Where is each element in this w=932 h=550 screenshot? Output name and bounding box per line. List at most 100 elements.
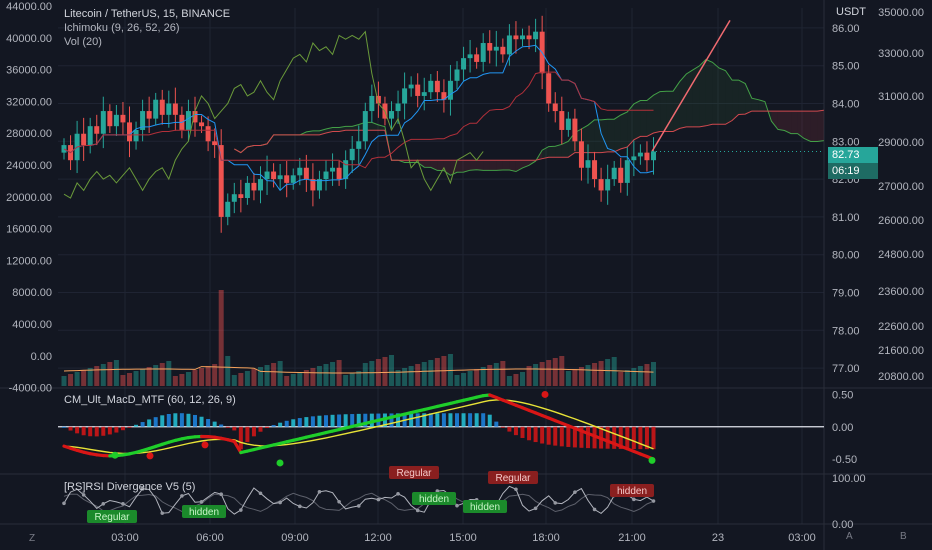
time-tick-1: 06:00 (196, 532, 224, 544)
macd-hist-60 (455, 413, 459, 427)
candle-body-42 (336, 167, 342, 180)
macd-hist-27 (238, 426, 243, 450)
volume-bar-5 (94, 366, 100, 386)
macd-hist-42 (337, 414, 342, 427)
cloud-seg-59 (620, 112, 628, 149)
volume-bar-74 (546, 360, 552, 386)
cloud-seg-87 (804, 111, 811, 142)
price-tick-8: 78.00 (832, 325, 860, 337)
cloud-seg-40 (496, 160, 503, 171)
macd-hist-66 (494, 421, 499, 427)
candle-body-22 (205, 126, 211, 142)
cloud-seg-65 (660, 91, 667, 132)
rsi-legend[interactable]: [RS]RSI Divergence V5 (5) (64, 481, 196, 493)
currency-label[interactable]: USDT (836, 6, 866, 18)
volume-bar-60 (454, 375, 460, 386)
rsi-label-box-2 (389, 466, 439, 479)
macd-hist-61 (461, 413, 466, 427)
volume-bar-57 (434, 358, 440, 386)
left-tick-5: 24000.00 (6, 160, 52, 172)
macd-legend[interactable]: CM_Ult_MacD_MTF (60, 12, 26, 9) (64, 394, 236, 406)
candle-body-41 (330, 167, 336, 172)
rsi-pivot-18 (180, 494, 184, 498)
left-tick-3: 32000.00 (6, 96, 52, 108)
candle-body-30 (258, 179, 263, 191)
symbol-title[interactable]: Litecoin / TetherUS, 15, BINANCE (64, 8, 231, 20)
candle-body-24 (218, 145, 224, 217)
candle-body-86 (624, 160, 630, 183)
candle-body-25 (225, 201, 231, 217)
macd-hist-63 (474, 413, 479, 427)
price-tick-0: 86.00 (832, 23, 860, 35)
candle-body-80 (585, 160, 591, 168)
macd-cross-dot-5 (648, 456, 656, 464)
macd-hist-26 (232, 426, 237, 431)
right-tick-6: 24800.00 (878, 249, 924, 261)
volume-bar-85 (618, 372, 624, 386)
macd-panel (58, 390, 824, 467)
time-tick-7: 23 (712, 532, 724, 544)
candle-body-9 (120, 114, 126, 123)
candle-body-47 (369, 95, 375, 112)
macd-hist-88 (638, 426, 643, 450)
rsi-label-5: Regular (495, 473, 531, 484)
macd-hist-57 (435, 413, 440, 427)
log-scale-button[interactable]: B (900, 531, 907, 542)
left-tick-6: 20000.00 (6, 192, 52, 204)
cloud-seg-34 (457, 160, 464, 173)
rsi-label-6: hidden (617, 486, 647, 497)
macd-hist-56 (428, 413, 433, 427)
volume-bar-50 (389, 355, 394, 386)
cloud-seg-71 (699, 59, 706, 127)
volume-bar-87 (631, 368, 637, 386)
candle-body-56 (428, 80, 434, 93)
candle-body-6 (100, 111, 106, 134)
cloud-seg-36 (470, 160, 477, 171)
volume-bar-20 (192, 370, 198, 386)
macd-hist-29 (251, 426, 256, 437)
volume-bar-66 (493, 363, 499, 386)
volume-bar-73 (539, 362, 545, 386)
candle-body-32 (271, 171, 277, 180)
right-tick-2: 31000.00 (878, 91, 924, 103)
ichimoku-cloud (234, 58, 824, 176)
rsi-label-0: Regular (94, 512, 130, 523)
candle-body-88 (637, 152, 643, 157)
volume-bar-25 (225, 356, 231, 386)
macd-cross-dot-2 (201, 441, 209, 449)
volume-legend[interactable]: Vol (20) (64, 36, 102, 48)
candle-body-37 (303, 167, 309, 180)
macd-tick-1: 0.00 (832, 422, 853, 434)
auto-scale-button[interactable]: A (846, 531, 853, 542)
macd-hist-2 (75, 426, 80, 434)
macd-hist-5 (94, 426, 99, 437)
candle-body-77 (565, 118, 571, 130)
cloud-seg-57 (607, 119, 615, 152)
candle-body-28 (244, 182, 250, 198)
candle-body-31 (264, 171, 270, 180)
rsi-tick-1: 0.00 (832, 519, 853, 531)
cloud-seg-60 (627, 103, 634, 147)
rsi-pivot-24 (219, 492, 223, 497)
candle-body-20 (192, 111, 198, 123)
ichimoku-legend[interactable]: Ichimoku (9, 26, 52, 26) (64, 22, 180, 34)
price-tick-5: 81.00 (832, 212, 860, 224)
macd-hist-16 (166, 413, 171, 427)
rsi-pivot-0 (62, 501, 66, 506)
volume-bar-16 (166, 361, 172, 386)
rsi-pivot-12 (140, 487, 145, 491)
candle-body-43 (343, 160, 349, 180)
macd-hist-40 (324, 415, 328, 427)
volume-bar-56 (428, 360, 434, 386)
volume-bar-7 (107, 362, 113, 386)
cloud-seg-89 (817, 110, 824, 142)
volume-bar-51 (395, 370, 401, 386)
volume-bar-63 (474, 369, 480, 386)
rsi-pivot-6 (101, 502, 106, 506)
candle-body-21 (199, 122, 205, 127)
volume-bar-75 (552, 358, 558, 386)
corner-z-label[interactable]: Z (29, 533, 36, 544)
rsi-pivot-9 (121, 501, 125, 506)
candle-body-45 (356, 141, 362, 149)
